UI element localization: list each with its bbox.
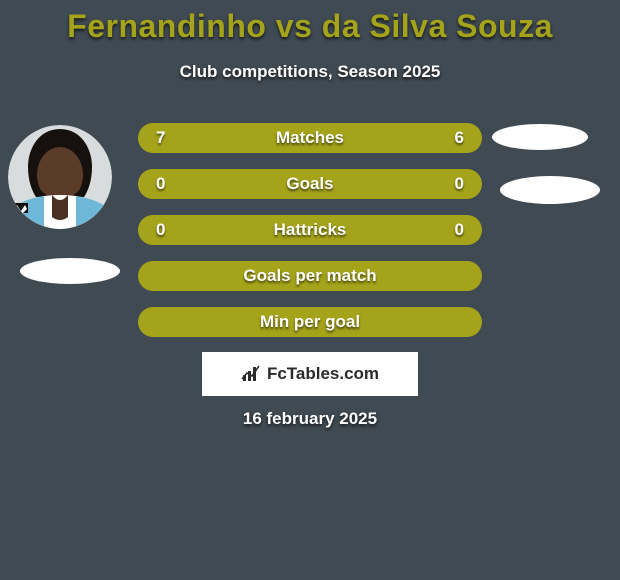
player-right-name-blob-2 — [500, 176, 600, 204]
page-subtitle: Club competitions, Season 2025 — [0, 62, 620, 82]
player-right-name-blob-1 — [492, 124, 588, 150]
watermark-text: FcTables.com — [267, 364, 379, 384]
watermark: FcTables.com — [202, 352, 418, 396]
avatar-illustration — [8, 125, 112, 229]
stat-label: Hattricks — [274, 220, 347, 240]
stat-value-left: 7 — [156, 128, 165, 148]
stat-label: Goals — [286, 174, 333, 194]
stat-value-left: 0 — [156, 220, 165, 240]
stat-label: Goals per match — [243, 266, 376, 286]
stat-row: Goals per match — [138, 261, 482, 291]
stat-row: Hattricks 0 0 — [138, 215, 482, 245]
stat-label: Matches — [276, 128, 344, 148]
player-left-avatar — [8, 125, 112, 229]
stat-value-right: 0 — [455, 174, 464, 194]
stat-value-right: 6 — [455, 128, 464, 148]
date-label: 16 february 2025 — [0, 409, 620, 429]
chart-icon — [241, 365, 261, 383]
stat-row: Min per goal — [138, 307, 482, 337]
player-left-name-blob — [20, 258, 120, 284]
stat-value-right: 0 — [455, 220, 464, 240]
stat-value-left: 0 — [156, 174, 165, 194]
stat-label: Min per goal — [260, 312, 360, 332]
stat-row: Goals 0 0 — [138, 169, 482, 199]
stat-row: Matches 7 6 — [138, 123, 482, 153]
page-title: Fernandinho vs da Silva Souza — [0, 8, 620, 45]
